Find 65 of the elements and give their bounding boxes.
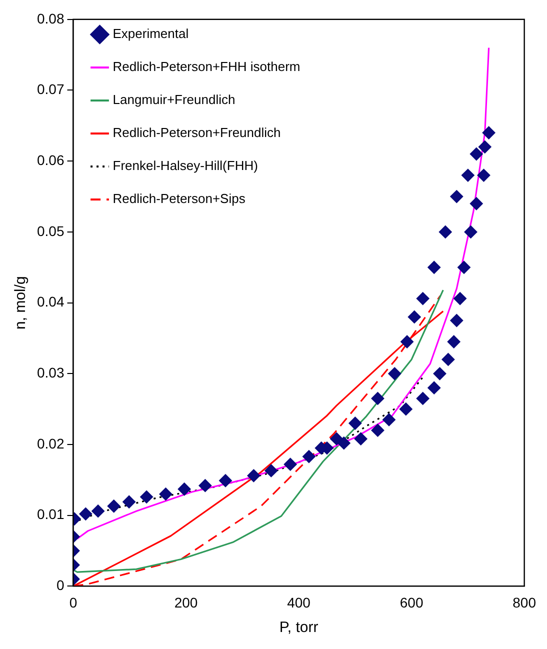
legend-label: Langmuir+Freundlich — [112, 92, 236, 108]
point — [218, 474, 232, 488]
point — [159, 488, 172, 501]
point — [330, 432, 344, 446]
point — [416, 292, 430, 306]
point — [302, 450, 316, 464]
y-tick-label: 0.01 — [37, 506, 64, 522]
point — [478, 140, 492, 154]
legend-label: Redlich-Peterson+Freundlich — [112, 125, 281, 140]
y-tick-label: 0.08 — [37, 10, 64, 26]
point — [92, 504, 105, 518]
y-tick-label: 0.04 — [37, 294, 64, 310]
legend-label: Redlich-Peterson+Sips — [112, 191, 246, 206]
point — [454, 292, 467, 306]
point — [388, 367, 402, 380]
point — [428, 260, 441, 274]
point — [482, 126, 496, 140]
legend-label: Frenkel-Halsey-Hill(FHH) — [112, 158, 258, 174]
point — [354, 432, 368, 446]
y-tick-label: 0 — [56, 577, 64, 594]
point — [416, 392, 430, 405]
point — [337, 436, 350, 450]
legend-label: Redlich-Peterson+FHH isotherm — [112, 59, 300, 74]
point — [348, 416, 362, 430]
point — [264, 464, 278, 478]
x-axis-title: P, torr — [279, 619, 318, 636]
y-tick-label: 0.03 — [37, 364, 64, 381]
point — [457, 260, 470, 274]
point — [198, 479, 212, 492]
point — [79, 507, 92, 520]
point — [470, 197, 483, 210]
point — [442, 352, 455, 366]
point — [178, 482, 191, 496]
x-tick-label: 0 — [69, 594, 78, 610]
point — [408, 310, 421, 324]
point — [464, 225, 478, 238]
point — [477, 168, 490, 182]
point — [371, 424, 384, 437]
point — [247, 469, 260, 482]
y-tick-label: 0.07 — [37, 81, 64, 98]
x-tick-label: 200 — [174, 594, 198, 610]
point — [140, 490, 154, 504]
point — [461, 168, 474, 182]
x-tick-label: 600 — [400, 594, 424, 610]
point — [400, 335, 414, 348]
point — [107, 500, 120, 513]
y-tick-label: 0.06 — [37, 152, 64, 168]
y-axis-title: n, mol/g — [12, 276, 30, 330]
point — [428, 381, 441, 394]
point — [382, 413, 396, 426]
point — [450, 190, 464, 204]
y-tick-label: 0.02 — [37, 435, 64, 452]
y-tick-label: 0.05 — [37, 222, 64, 239]
point — [450, 314, 464, 328]
point — [433, 367, 446, 380]
point — [399, 402, 412, 416]
point — [438, 225, 452, 238]
point — [284, 458, 297, 471]
point — [122, 495, 136, 508]
x-tick-label: 800 — [512, 594, 536, 610]
point — [371, 392, 384, 405]
point — [447, 335, 460, 348]
point — [470, 148, 483, 161]
legend-label: Experimental — [112, 26, 189, 42]
x-tick-label: 400 — [287, 594, 311, 610]
